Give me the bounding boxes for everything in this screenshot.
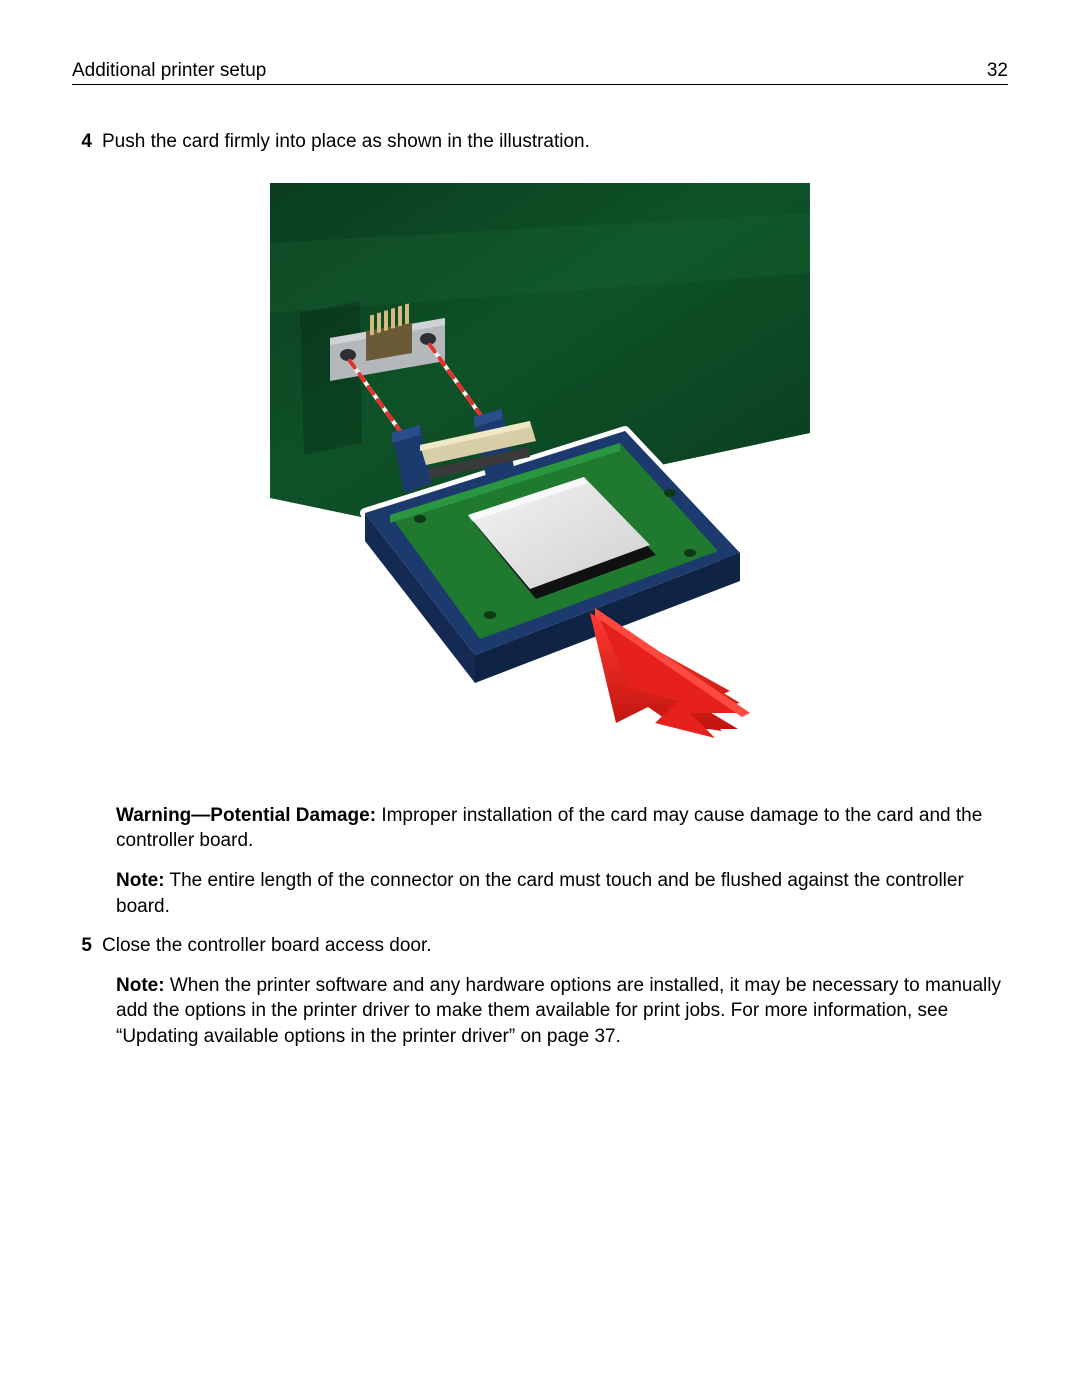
step-4-number: 4: [72, 129, 102, 155]
step-5-number: 5: [72, 933, 102, 959]
step-4-text: Push the card firmly into place as shown…: [102, 129, 1008, 155]
note-1-label: Note:: [116, 870, 165, 891]
header-title: Additional printer setup: [72, 60, 266, 82]
note-2-label: Note:: [116, 975, 165, 996]
illustration-container: [72, 183, 1008, 743]
note-2-text: When the printer software and any hardwa…: [116, 975, 1001, 1047]
warning-paragraph: Warning—Potential Damage: Improper insta…: [116, 803, 1008, 854]
warning-label: Warning—Potential Damage:: [116, 805, 376, 826]
step-5: 5 Close the controller board access door…: [72, 933, 1008, 959]
note-2-paragraph: Note: When the printer software and any …: [116, 973, 1008, 1050]
step-5-text: Close the controller board access door.: [102, 933, 1008, 959]
card-install-illustration: [270, 183, 810, 743]
document-page: Additional printer setup 32 4 Push the c…: [0, 0, 1080, 1397]
note-1-paragraph: Note: The entire length of the connector…: [116, 868, 1008, 919]
note-1-text: The entire length of the connector on th…: [116, 870, 964, 917]
push-arrow-icon: [590, 608, 750, 738]
step-4: 4 Push the card firmly into place as sho…: [72, 129, 1008, 155]
header-page-number: 32: [987, 60, 1008, 82]
page-header: Additional printer setup 32: [72, 60, 1008, 85]
